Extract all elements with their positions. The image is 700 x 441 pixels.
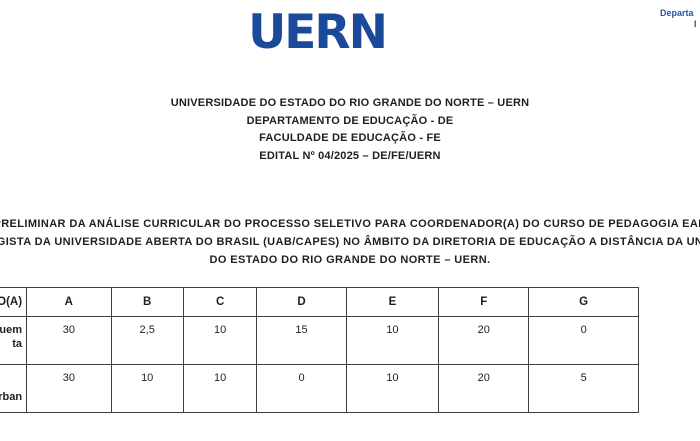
- table-header-row: O(A) A B C D E F G: [0, 287, 639, 317]
- col-header-c: C: [182, 287, 258, 317]
- score-cell-b: 2,5: [110, 316, 184, 365]
- document-title-line1: PRELIMINAR DA ANÁLISE CURRICULAR DO PROC…: [0, 218, 700, 230]
- score-cell-a: 30: [26, 316, 112, 365]
- col-header-b: B: [110, 287, 184, 317]
- score-cell-e: 10: [345, 316, 440, 365]
- candidate-name-cell: uem ta: [0, 316, 28, 365]
- table-row: uem ta 30 2,5 10 15 10 20 0: [0, 316, 639, 365]
- score-cell-d: 15: [256, 316, 347, 365]
- candidate-name-fragment: rban: [0, 391, 23, 403]
- score-cell-a: 30: [26, 364, 112, 413]
- document-title-line3: DO ESTADO DO RIO GRANDE DO NORTE – UERN.: [209, 254, 491, 266]
- score-cell-e: 10: [345, 364, 440, 413]
- score-cell-g: 5: [528, 364, 639, 413]
- col-header-d: D: [256, 287, 347, 317]
- uern-logo: UERN: [248, 5, 388, 60]
- corner-note-line1: Departa: [660, 8, 694, 18]
- header-university-line: UNIVERSIDADE DO ESTADO DO RIO GRANDE DO …: [170, 97, 530, 109]
- score-cell-g: 0: [528, 316, 639, 365]
- col-header-candidate: O(A): [0, 287, 28, 317]
- document-title-line2: GISTA DA UNIVERSIDADE ABERTA DO BRASIL (…: [0, 236, 700, 248]
- score-cell-b: 10: [110, 364, 184, 413]
- header-edital-line: EDITAL Nº 04/2025 – DE/FE/UERN: [259, 149, 441, 162]
- score-cell-c: 10: [182, 364, 258, 413]
- score-cell-f: 20: [438, 364, 530, 413]
- document-header: UNIVERSIDADE DO ESTADO DO RIO GRANDE DO …: [0, 95, 700, 165]
- col-header-e: E: [345, 287, 440, 317]
- candidate-name-cell: rban: [0, 364, 28, 413]
- score-cell-f: 20: [438, 316, 530, 365]
- candidate-name-fragment: ta: [12, 338, 23, 350]
- header-department-line: DEPARTAMENTO DE EDUCAÇÃO - DE: [246, 114, 454, 127]
- candidate-name-fragment: uem: [0, 324, 23, 336]
- table-row: rban 30 10 10 0 10 20 5: [0, 364, 639, 413]
- score-cell-d: 0: [256, 364, 347, 413]
- col-header-g: G: [528, 287, 639, 317]
- col-header-a: A: [26, 287, 112, 317]
- corner-note-line2: I: [694, 19, 697, 29]
- analysis-results-table: O(A) A B C D E F G uem ta 30 2,5 10 15 1…: [0, 287, 639, 413]
- header-faculty-line: FACULDADE DE EDUCAÇÃO - FE: [259, 132, 441, 144]
- col-header-f: F: [438, 287, 530, 317]
- score-cell-c: 10: [182, 316, 258, 365]
